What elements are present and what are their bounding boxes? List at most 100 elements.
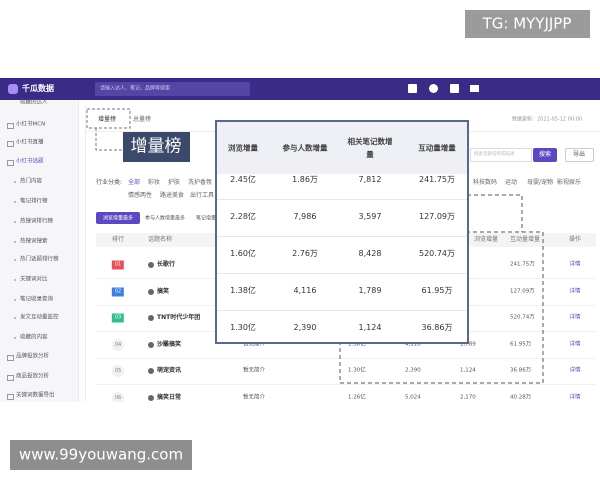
sidebar-item[interactable]: 关键词数据导出 xyxy=(16,392,55,399)
topic-name[interactable]: 长歌行 xyxy=(157,261,176,268)
table-header: 排行 xyxy=(111,236,125,243)
zoom-cell: 7,986 xyxy=(293,212,317,221)
filter-option[interactable]: 影视娱乐 xyxy=(557,179,582,186)
zoom-header: 浏览增量 xyxy=(228,143,258,153)
filter-option[interactable]: 全部 xyxy=(128,179,141,186)
topic-icon xyxy=(148,262,154,268)
search-box[interactable] xyxy=(95,82,250,96)
zoom-cell: 1,124 xyxy=(358,323,382,332)
filter-option[interactable]: 科技数码 xyxy=(473,179,498,186)
topic-icon xyxy=(148,288,154,295)
mail-icon[interactable] xyxy=(470,85,479,92)
sidebar-dot xyxy=(14,299,16,301)
rank-tab[interactable]: 总量榜 xyxy=(133,116,152,123)
filter-option[interactable]: 护肤 xyxy=(168,179,181,186)
rank-badge: 03 xyxy=(111,313,125,323)
zoom-cell: 1,789 xyxy=(358,286,382,295)
sidebar-dot xyxy=(14,279,16,281)
update-time: 数据更新：2021-05-12 00:00 xyxy=(512,116,583,123)
sidebar-dot xyxy=(14,337,16,339)
zoom-connector xyxy=(467,194,523,232)
sidebar-item[interactable]: 热搜词搜索 xyxy=(20,238,48,245)
cart-icon[interactable] xyxy=(450,84,459,93)
sidebar-item[interactable]: 小红书话题 xyxy=(16,158,44,165)
sidebar-icon xyxy=(7,394,14,400)
sidebar-dot xyxy=(14,181,16,183)
subtab[interactable]: 笔记增量 xyxy=(196,215,217,222)
cell-desc: 暂无简介 xyxy=(243,393,266,400)
search-button[interactable] xyxy=(533,148,557,162)
zoom-cell: 2.28亿 xyxy=(230,212,256,221)
detail-link[interactable]: 详情 xyxy=(569,393,581,400)
subtab-active[interactable] xyxy=(96,212,140,224)
detail-link[interactable]: 详情 xyxy=(569,314,581,321)
sidebar-item[interactable]: 热门内容 xyxy=(20,178,43,185)
search-button-label: 搜索 xyxy=(538,151,552,158)
rank-badge: 01 xyxy=(111,260,125,270)
topic-search[interactable] xyxy=(470,148,532,162)
zoom-row-divider xyxy=(217,236,467,237)
export-button[interactable] xyxy=(565,148,594,162)
search-placeholder: 请输入达人、笔记、品牌等搜索 xyxy=(100,85,171,92)
zoom-cell: 2.45亿 xyxy=(230,175,256,184)
zoom-cell: 1.60亿 xyxy=(230,249,256,258)
sidebar-item[interactable]: 收藏的内容 xyxy=(20,334,48,341)
help-icon[interactable] xyxy=(429,84,438,93)
detail-link[interactable]: 详情 xyxy=(569,367,581,374)
zoom-cell: 8,428 xyxy=(358,249,382,258)
zoom-cell: 36.86万 xyxy=(421,323,453,332)
sidebar-item[interactable]: 品牌投放分析 xyxy=(16,353,50,360)
apps-icon[interactable] xyxy=(408,84,417,93)
detail-link[interactable]: 详情 xyxy=(569,340,581,347)
filter-option[interactable]: 出行工具 xyxy=(190,192,215,199)
topic-name[interactable]: 沙雕搞笑 xyxy=(157,340,182,348)
sidebar-item[interactable]: 笔记收录查询 xyxy=(20,296,54,303)
cell-views: 1.26亿 xyxy=(348,393,366,400)
sidebar-item[interactable]: 小红书MCN xyxy=(16,121,46,128)
tab-highlight xyxy=(86,108,131,129)
sidebar-dot xyxy=(14,259,16,261)
cell-interactions: 241.75万 xyxy=(510,261,535,268)
zoom-cell: 2.76万 xyxy=(292,249,318,258)
sidebar-icon xyxy=(7,141,14,147)
detail-link[interactable]: 详情 xyxy=(569,287,581,294)
filter-option[interactable]: 路途美食 xyxy=(160,192,185,199)
sidebar-icon xyxy=(7,123,14,129)
topic-search-placeholder: 搜索话题名称或描述 xyxy=(474,151,515,157)
logo: 千瓜数据 xyxy=(22,84,54,93)
sidebar-item[interactable]: 小红书直播 xyxy=(16,139,44,146)
table-header: 互动量增量 xyxy=(510,236,541,243)
sidebar-item[interactable]: 发文互动量监控 xyxy=(20,314,59,321)
detail-link[interactable]: 详情 xyxy=(569,261,581,268)
cell-notes: 2,170 xyxy=(460,393,476,400)
rank-badge: 02 xyxy=(111,287,125,296)
rank-tab[interactable]: 增量榜 xyxy=(98,116,117,123)
sidebar-item[interactable]: 热门话题排行榜 xyxy=(20,256,59,263)
topic-icon xyxy=(148,394,154,401)
sidebar-item[interactable]: 商品投放分析 xyxy=(16,373,50,380)
zoom-cell: 520.74万 xyxy=(419,249,455,258)
topic-name[interactable]: 萌宠资讯 xyxy=(157,367,182,374)
cell-interactions: 36.86万 xyxy=(510,367,532,374)
subtab[interactable]: 浏览增量最多 xyxy=(102,215,134,222)
filter-option[interactable]: 洗护香氛 xyxy=(188,179,213,186)
filter-option[interactable]: 彩妆 xyxy=(148,179,161,186)
sidebar-item[interactable]: 收藏的达人 xyxy=(20,99,48,106)
table-header: 话题名称 xyxy=(148,236,173,243)
cell-interactions: 61.95万 xyxy=(510,340,532,347)
filter-option[interactable]: 运动 xyxy=(505,179,518,186)
sidebar-icon xyxy=(7,355,14,361)
zoom-cell: 3,597 xyxy=(358,212,382,221)
topic-name[interactable]: 搞笑 xyxy=(157,287,170,295)
topic-name[interactable]: TNT时代少年团 xyxy=(157,314,201,321)
sidebar-item[interactable]: 笔记排行榜 xyxy=(20,198,48,205)
subtab[interactable]: 参与人数增量最多 xyxy=(145,215,186,222)
filter-option[interactable]: 母婴/宠物 xyxy=(527,179,554,186)
topic-name[interactable]: 搞笑日常 xyxy=(157,393,182,401)
topic-icon xyxy=(148,368,154,374)
table-header: 浏览增量 xyxy=(474,236,499,243)
sidebar-item[interactable]: 关键词对比 xyxy=(20,276,48,283)
cell-desc: 暂无简介 xyxy=(243,367,266,374)
filter-option[interactable]: 情感两性 xyxy=(128,192,153,199)
sidebar-item[interactable]: 热搜词排行榜 xyxy=(20,218,54,225)
